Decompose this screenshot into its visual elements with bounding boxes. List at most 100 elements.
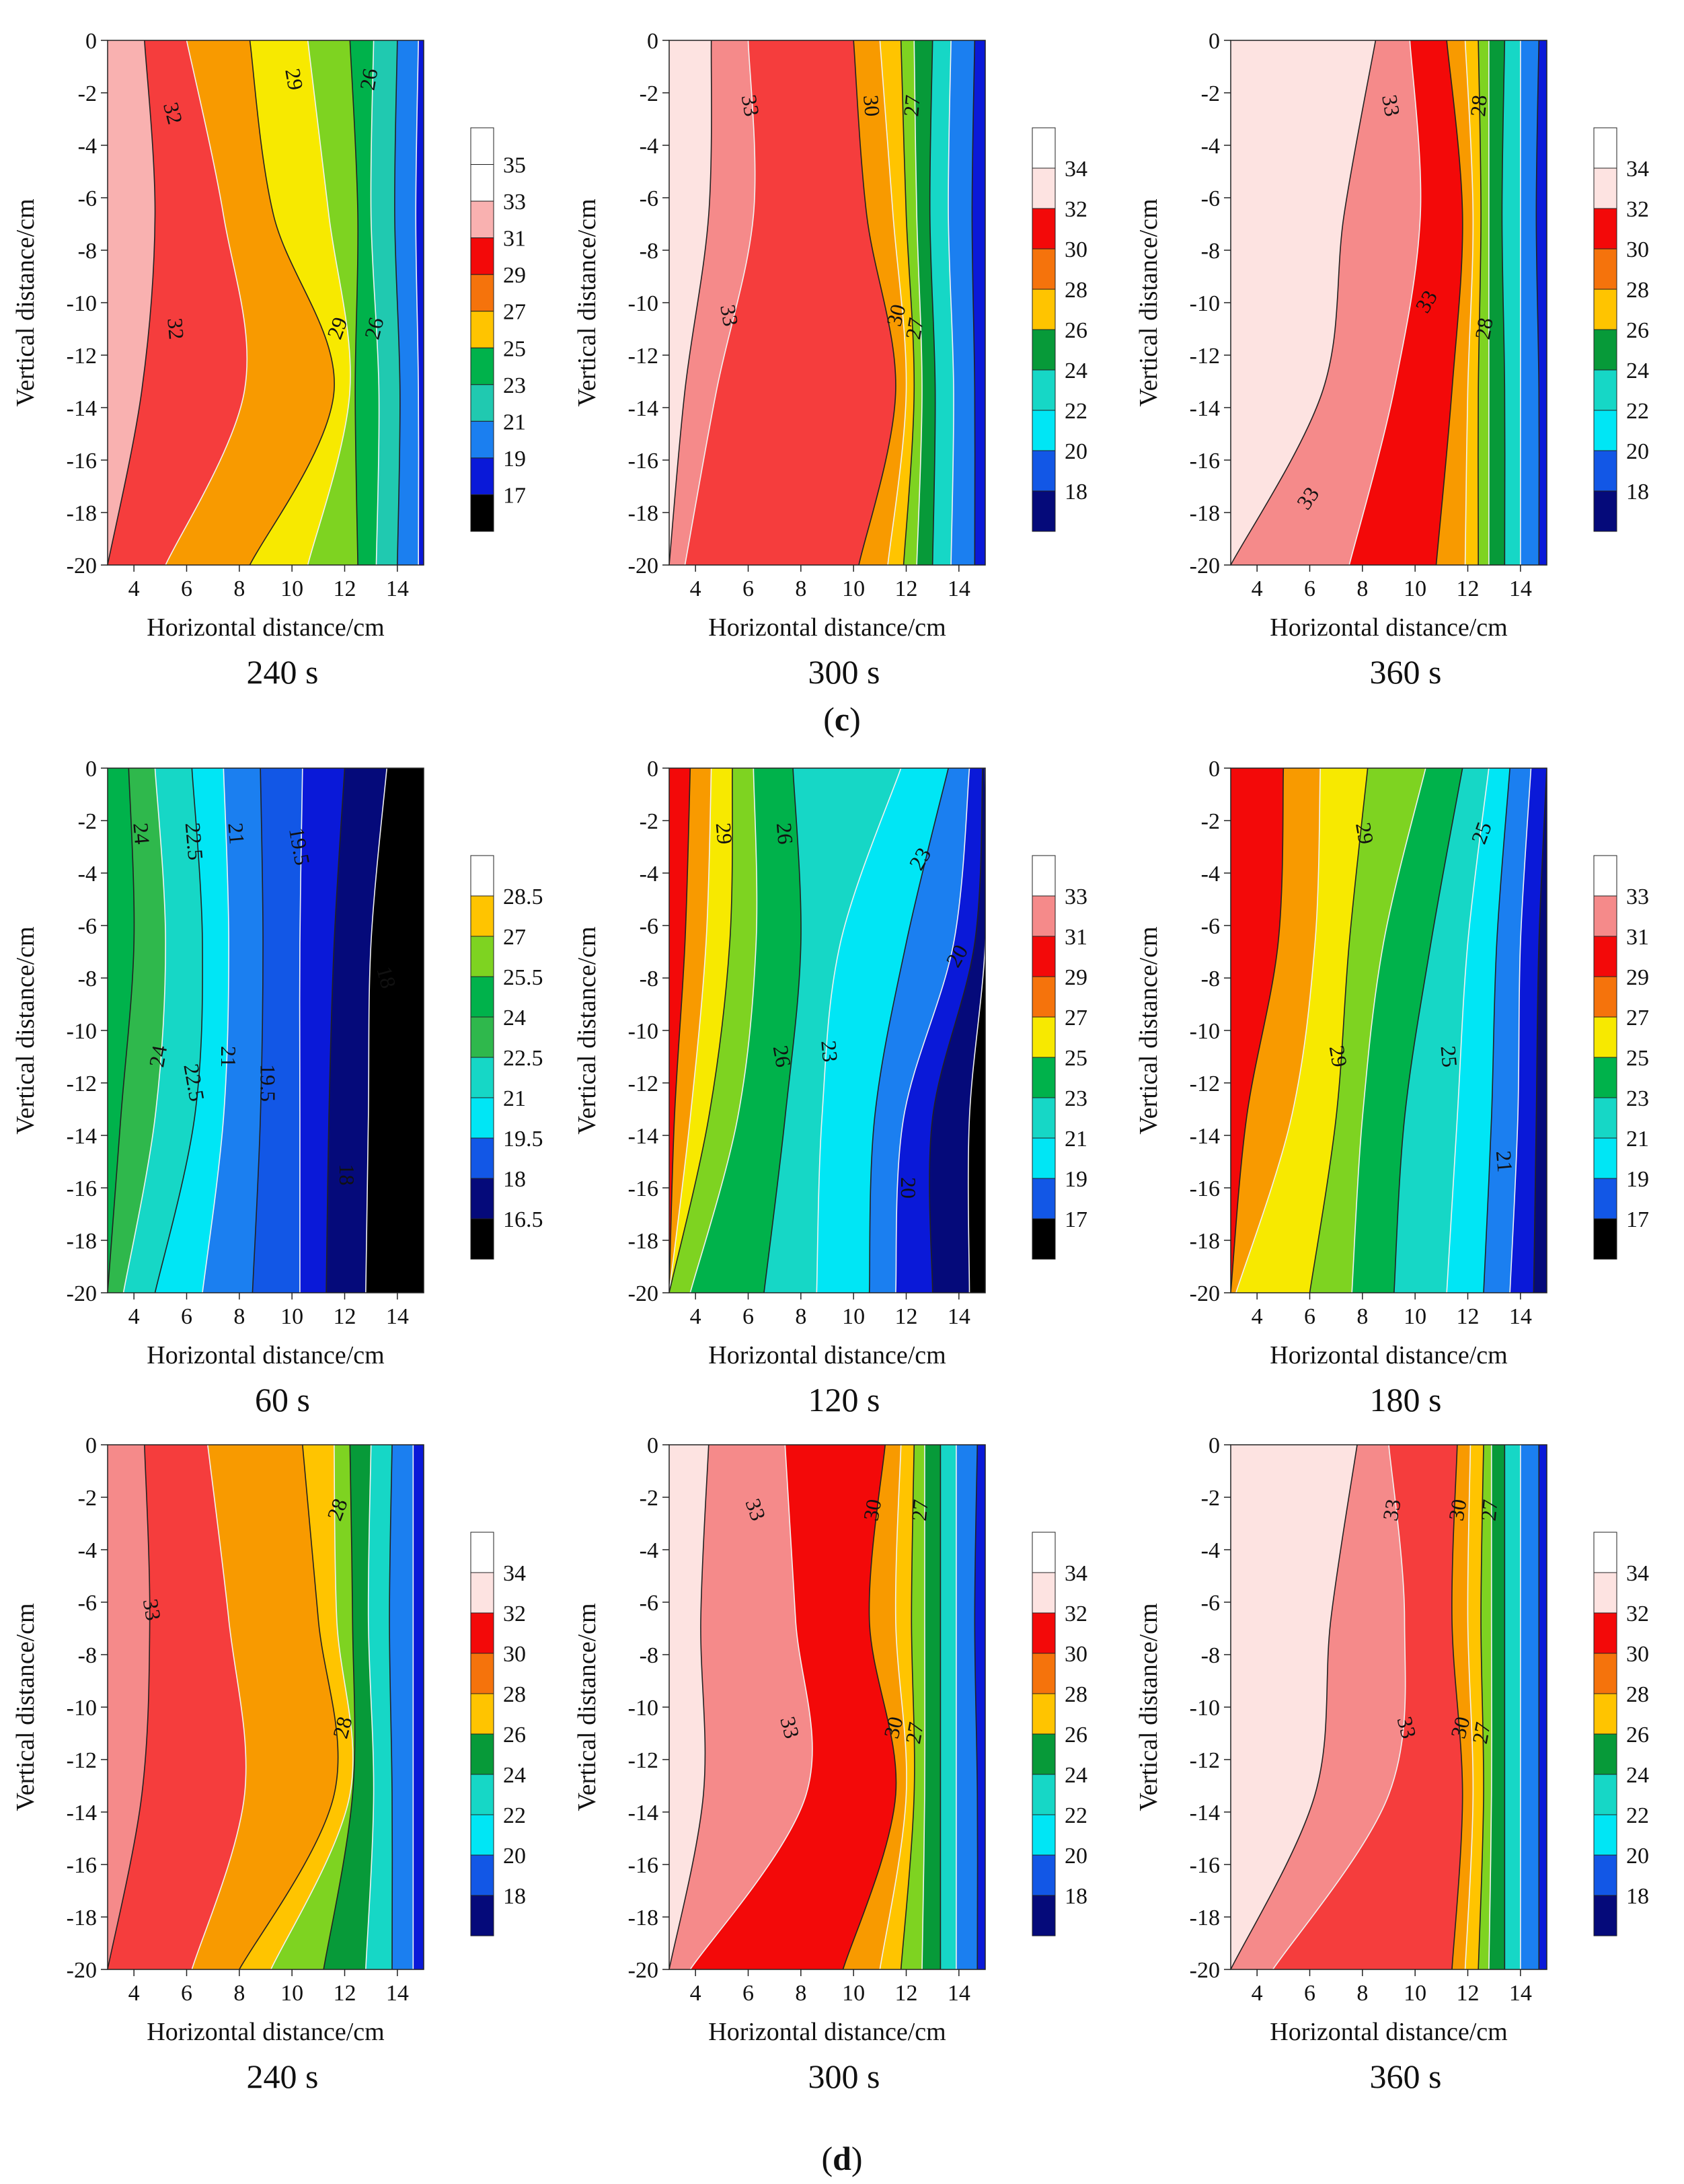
y-tick-label: -20 [67,1958,97,1983]
colorbar-label: 25 [1065,1046,1087,1071]
contour-label: 27 [1476,1499,1502,1522]
y-tick-label: -12 [1190,344,1220,369]
x-tick-label: 14 [1509,576,1532,601]
colorbar-cell [1593,1895,1617,1936]
contour-label: 23 [816,1039,843,1063]
contour-line [669,768,712,1293]
colorbar-label: 18 [1626,480,1649,504]
contour-line [415,40,420,565]
y-tick-label: -2 [640,809,658,834]
contour-line [299,768,303,1293]
colorbar-label: 31 [1065,925,1087,950]
colorbar-cell [1032,208,1056,250]
contour-line [1235,768,1321,1293]
time-caption: 240 s [246,2058,319,2095]
contour-line [108,1445,151,1969]
colorbar-label: 29 [1626,965,1649,990]
x-tick-label: 10 [842,1981,865,2006]
colorbar-cell [1593,895,1617,937]
x-tick-label: 6 [181,1981,192,2006]
colorbar-label: 19 [503,447,526,472]
y-axis-label: Vertical distance/cm [11,198,40,406]
x-axis-label: Horizontal distance/cm [708,613,946,642]
contour-line [1501,40,1506,565]
colorbar-label: 19 [1065,1167,1087,1192]
colorbar-cell [1032,1178,1056,1219]
x-tick-label: 4 [1252,1304,1263,1329]
y-tick-label: -12 [628,344,658,369]
contour-field [108,768,424,1293]
y-tick-label: -20 [67,554,97,578]
y-tick-label: -8 [1201,239,1220,264]
colorbar-label: 18 [1065,1884,1087,1909]
colorbar-cell [1593,1218,1617,1260]
y-tick-label: -4 [1201,1538,1220,1563]
colorbar-cell [1593,248,1617,290]
colorbar-cell [1032,1895,1056,1936]
x-tick-label: 12 [334,576,356,601]
colorbar-cell [470,936,494,977]
contour-field [669,40,985,565]
contour-label: 27 [901,1720,928,1745]
colorbar-label: 24 [503,1763,526,1788]
contour-line [967,768,985,1293]
contour-line [1435,40,1463,565]
y-tick-label: -6 [78,1591,97,1616]
y-tick-label: -8 [1201,1643,1220,1668]
y-tick-label: -4 [640,134,658,159]
colorbar-cell [1032,1653,1056,1694]
colorbar-cell [1032,1814,1056,1856]
contour-line [191,1445,247,1969]
colorbar-label: 25.5 [503,965,543,990]
x-tick-label: 14 [386,1981,409,2006]
x-tick-label: 6 [742,576,754,601]
colorbar-label: 32 [503,1602,526,1626]
colorbar-cell [470,895,494,937]
contour-line [252,768,264,1293]
colorbar-cell [1032,1097,1056,1139]
x-tick-label: 6 [181,1304,192,1329]
x-tick-label: 4 [1252,1981,1263,2006]
y-tick-label: -8 [640,1643,658,1668]
colorbar-cell [1593,1814,1617,1856]
y-tick-label: -2 [78,809,97,834]
contour-line [323,1445,356,1969]
x-tick-label: 14 [948,576,970,601]
contour-label: 26 [769,1043,796,1069]
y-tick-label: -14 [1190,396,1220,421]
colorbar-cell [1032,1854,1056,1896]
y-tick-label: -16 [1190,449,1220,474]
y-tick-label: -6 [1201,1591,1220,1616]
contour-line [1446,768,1490,1293]
contour-line [669,768,733,1293]
colorbar-label: 18 [503,1884,526,1909]
colorbar-cell [1032,410,1056,451]
colorbar-cell [1593,976,1617,1018]
contour-chart: 0 -2 -4 -6 -8 -10 -12 -14 -16 -18 -20 4 6 8 10 12 14Hori… [11,1433,526,2046]
paren-close: ) [851,2140,863,2177]
x-axis-label: Horizontal distance/cm [147,613,385,642]
colorbar-label: 35 [503,153,526,178]
y-tick-label: -12 [1190,1748,1220,1773]
colorbar-label: 29 [503,263,526,288]
contour-line [1231,768,1285,1293]
y-tick-label: -8 [78,967,97,991]
contour-line [684,40,756,565]
colorbar-cell [1593,1137,1617,1179]
colorbar: 34 32 30 28 26 24 22 20 18 [1593,127,1649,532]
contour-label: 30 [859,94,885,118]
contour-line [202,768,229,1293]
contour-label: 27 [901,315,928,341]
colorbar-cell [470,1532,494,1573]
colorbar-label: 30 [1065,237,1087,262]
colorbar-label: 34 [1626,157,1649,182]
y-tick-label: 0 [1209,1433,1220,1458]
contour-label: 27 [898,94,925,118]
colorbar-cell [1593,1854,1617,1896]
contour-label: 26 [355,67,383,92]
y-tick-label: -14 [628,1124,658,1149]
y-tick-label: 0 [1209,757,1220,782]
colorbar-label: 26 [503,1723,526,1747]
y-tick-label: -4 [640,1538,658,1563]
x-tick-label: 14 [948,1304,970,1329]
